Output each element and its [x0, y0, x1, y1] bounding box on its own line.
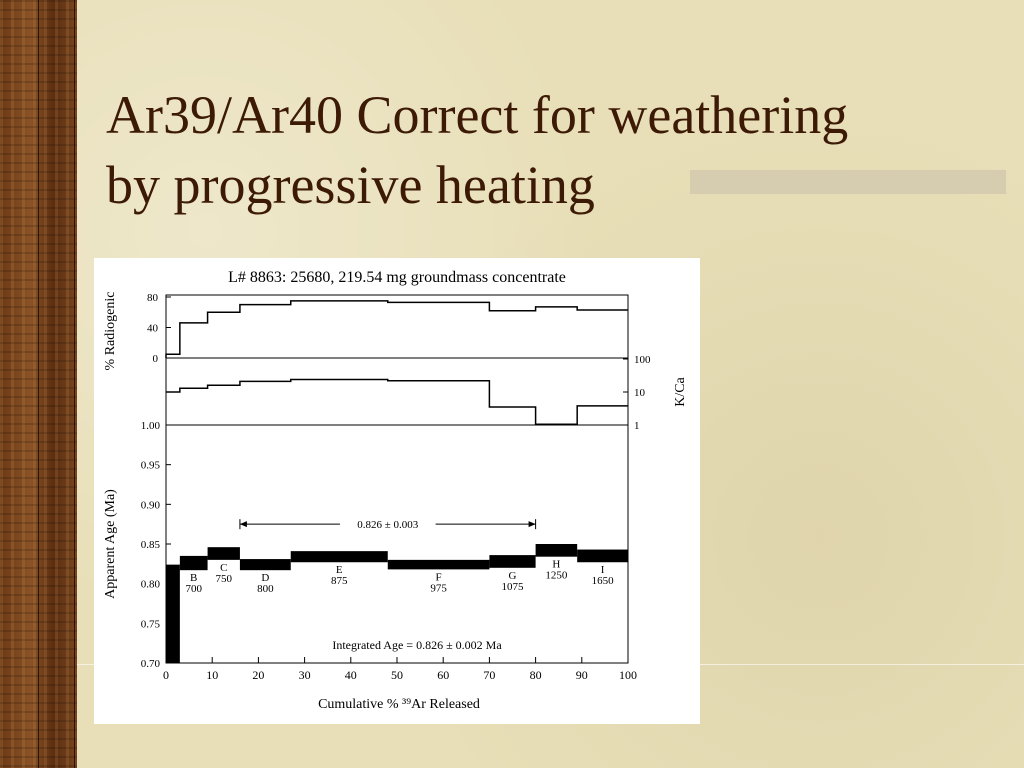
chart-title: L# 8863: 25680, 219.54 mg groundmass con… — [228, 269, 566, 286]
age-step-box — [239, 559, 291, 571]
x-tick-label: 90 — [576, 668, 588, 682]
age-y-tick-label: 0.75 — [141, 618, 161, 630]
plateau-arrowhead — [528, 521, 536, 528]
x-tick-label: 60 — [437, 668, 449, 682]
age-y-tick-label: 0.90 — [141, 499, 161, 511]
integrated-age-label: Integrated Age = 0.826 ± 0.002 Ma — [332, 638, 502, 652]
age-step-letter: D — [261, 572, 269, 584]
age-step-box — [290, 551, 388, 563]
age-y-tick-label: 0.80 — [141, 579, 161, 591]
age-step-temperature: 1075 — [502, 581, 525, 593]
age-y-tick-label: 1.00 — [141, 420, 161, 432]
age-step-temperature: 875 — [331, 575, 348, 587]
kca-series — [166, 378, 628, 426]
age-y-tick-label: 0.70 — [141, 658, 161, 670]
x-tick-label: 50 — [391, 668, 403, 682]
kca-y-tick-label: 10 — [634, 387, 646, 399]
slide-title: Ar39/Ar40 Correct for weathering by prog… — [106, 80, 996, 220]
kca-y-tick-label: 100 — [634, 354, 651, 366]
x-axis-label: Cumulative % ³⁹Ar Released — [318, 697, 480, 712]
radiogenic-panel-frame — [165, 294, 629, 359]
x-tick-label: 70 — [483, 668, 495, 682]
plateau-age-label: 0.826 ± 0.003 — [357, 519, 419, 531]
age-step-letter: G — [509, 570, 517, 582]
x-tick-label: 40 — [345, 668, 357, 682]
age-step-box — [489, 555, 536, 568]
title-line-2: by progressive heating — [106, 155, 595, 215]
age-step-letter: C — [220, 562, 227, 574]
age-step-letter: I — [601, 564, 605, 576]
plateau-arrowhead — [239, 521, 247, 528]
x-tick-label: 20 — [252, 668, 264, 682]
decorative-side-strip — [0, 0, 77, 768]
age-step-box — [577, 549, 628, 563]
age-axis-label: Apparent Age (Ma) — [103, 489, 118, 599]
age-step-box — [535, 544, 578, 557]
age-y-tick-label: 0.85 — [141, 539, 161, 551]
age-step-temperature: 1250 — [545, 570, 568, 582]
radiogenic-step-line — [165, 300, 628, 358]
x-tick-label: 100 — [619, 668, 637, 682]
x-tick-label: 30 — [299, 668, 311, 682]
age-step-letter: B — [190, 572, 197, 584]
kca-step-line — [166, 378, 628, 426]
kca-panel-frame — [165, 357, 629, 426]
age-step-letter: H — [552, 559, 560, 571]
axis-ticks: 0 10 20 30 40 50 60 70 80 90 100 0 40 80 1 10 100 0.70 0.7… — [141, 292, 651, 682]
radiogenic-series — [165, 300, 628, 358]
age-step-box — [179, 555, 208, 571]
radiogenic-y-tick-label: 40 — [147, 323, 159, 335]
x-tick-label: 10 — [206, 668, 218, 682]
age-spectrum-chart: L# 8863: 25680, 219.54 mg groundmass con… — [103, 269, 688, 712]
age-step-box — [207, 547, 240, 560]
radiogenic-y-tick-label: 0 — [153, 353, 159, 365]
title-line-1: Ar39/Ar40 Correct for weathering — [106, 85, 849, 145]
age-step-letter: E — [336, 564, 343, 576]
title-underbar — [690, 170, 1006, 194]
age-step-temperature: 750 — [216, 573, 233, 585]
kca-y-tick-label: 1 — [634, 420, 640, 432]
age-step-temperature: 700 — [185, 583, 202, 595]
radiogenic-axis-label: % Radiogenic — [103, 292, 118, 371]
kca-axis-label: K/Ca — [673, 376, 688, 406]
age-y-tick-label: 0.95 — [141, 460, 161, 472]
age-step-box — [166, 564, 180, 663]
radiogenic-y-tick-label: 80 — [147, 292, 159, 304]
strip-divider — [74, 0, 75, 768]
age-step-temperature: 975 — [430, 582, 447, 594]
age-step-letter: F — [436, 571, 442, 583]
x-tick-label: 80 — [530, 668, 542, 682]
strip-divider — [38, 0, 39, 768]
age-step-temperature: 1650 — [592, 575, 615, 587]
chart-card: L# 8863: 25680, 219.54 mg groundmass con… — [94, 258, 700, 724]
x-tick-label: 0 — [163, 668, 169, 682]
age-step-temperature: 800 — [257, 583, 274, 595]
age-step-box — [387, 559, 490, 570]
